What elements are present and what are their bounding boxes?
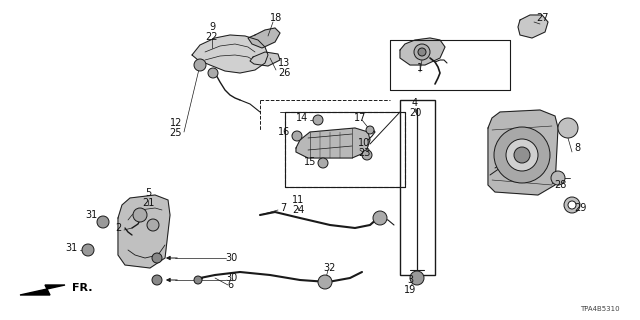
Text: 2: 2 — [116, 223, 122, 233]
Text: 7: 7 — [280, 203, 286, 213]
Circle shape — [494, 127, 550, 183]
Circle shape — [366, 126, 374, 134]
Text: 5
21: 5 21 — [142, 188, 154, 208]
Bar — [400, 100, 435, 275]
Polygon shape — [518, 15, 548, 38]
Text: 13
26: 13 26 — [278, 58, 291, 78]
Circle shape — [194, 59, 206, 71]
Text: 10
23: 10 23 — [358, 138, 371, 158]
Circle shape — [564, 197, 580, 213]
Text: 32: 32 — [324, 263, 336, 273]
Text: 11
24: 11 24 — [292, 195, 304, 215]
Circle shape — [318, 158, 328, 168]
Text: 31: 31 — [66, 243, 78, 253]
Circle shape — [147, 219, 159, 231]
Circle shape — [418, 48, 426, 56]
Circle shape — [410, 271, 424, 285]
Text: 8: 8 — [574, 143, 580, 153]
Circle shape — [313, 115, 323, 125]
Circle shape — [133, 208, 147, 222]
Text: 31: 31 — [86, 210, 98, 220]
Text: 14: 14 — [296, 113, 308, 123]
Text: 1: 1 — [417, 63, 423, 73]
Polygon shape — [488, 110, 558, 195]
Polygon shape — [248, 28, 280, 48]
Circle shape — [292, 131, 302, 141]
Text: TPA4B5310: TPA4B5310 — [580, 306, 620, 312]
Text: 27: 27 — [536, 13, 548, 23]
Text: 30: 30 — [225, 253, 237, 263]
Text: 15: 15 — [303, 157, 316, 167]
Circle shape — [208, 68, 218, 78]
Circle shape — [97, 216, 109, 228]
Polygon shape — [20, 285, 65, 295]
Bar — [285, 112, 405, 187]
Polygon shape — [118, 195, 170, 268]
Circle shape — [373, 211, 387, 225]
Circle shape — [414, 44, 430, 60]
Circle shape — [318, 275, 332, 289]
Text: 28: 28 — [554, 180, 566, 190]
Circle shape — [362, 150, 372, 160]
Text: 30: 30 — [225, 273, 237, 283]
Text: 29: 29 — [574, 203, 586, 213]
Circle shape — [514, 147, 530, 163]
Text: 17: 17 — [354, 113, 366, 123]
Circle shape — [506, 139, 538, 171]
Polygon shape — [400, 38, 445, 65]
Circle shape — [152, 275, 162, 285]
Bar — [285, 112, 405, 187]
Text: 4
20: 4 20 — [409, 98, 421, 118]
Circle shape — [568, 201, 576, 209]
Text: 3
19: 3 19 — [404, 275, 416, 295]
Text: 18: 18 — [270, 13, 282, 23]
Circle shape — [82, 244, 94, 256]
Text: 16: 16 — [278, 127, 290, 137]
Circle shape — [152, 253, 162, 263]
Text: 6: 6 — [227, 280, 233, 290]
Polygon shape — [192, 35, 268, 73]
Polygon shape — [296, 128, 370, 158]
Circle shape — [558, 118, 578, 138]
Text: FR.: FR. — [72, 283, 93, 293]
Circle shape — [551, 171, 565, 185]
Polygon shape — [250, 52, 280, 66]
Text: 9
22: 9 22 — [205, 22, 218, 42]
Circle shape — [194, 276, 202, 284]
Text: 12
25: 12 25 — [170, 117, 182, 138]
